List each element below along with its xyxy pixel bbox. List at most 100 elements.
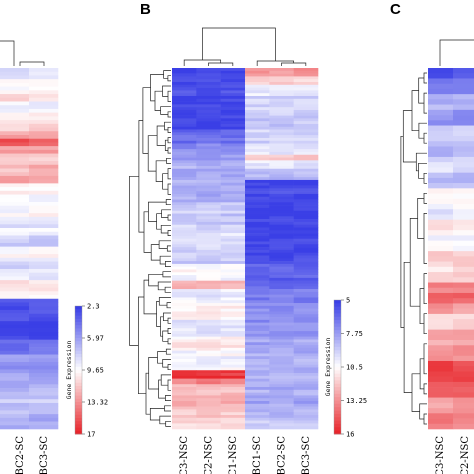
colorbar-segment	[334, 423, 341, 428]
panel-b-cell	[245, 294, 270, 298]
panel-c-cell	[428, 371, 454, 377]
panel-b-cell	[293, 79, 319, 83]
colorbar-segment	[334, 356, 341, 361]
panel-b-cell	[220, 319, 246, 323]
panel-b-cell	[269, 107, 294, 111]
panel-b-cell	[196, 392, 221, 396]
panel-a-column-dendrogram	[0, 40, 15, 66]
panel-b-cell	[269, 210, 294, 214]
panel-b-cell	[269, 140, 294, 144]
panel-b-cell	[220, 224, 246, 228]
colorbar-segment	[334, 313, 341, 318]
panel-b-cell	[293, 249, 319, 253]
panel-a-cell	[29, 384, 59, 389]
panel-b-cell	[172, 401, 197, 405]
panel-b-cell	[220, 151, 246, 156]
panel-c-row-dendrogram-branch	[417, 198, 424, 239]
panel-b-row-dendrogram-branch	[143, 211, 152, 253]
panel-b-cell	[269, 244, 294, 248]
panel-b-row-dendrogram-branch	[158, 240, 171, 249]
panel-b-cell	[172, 336, 197, 340]
panel-c-cell	[428, 366, 454, 372]
panel-a-cell	[0, 376, 30, 381]
panel-b-cell	[196, 123, 221, 128]
panel-a-cell	[29, 391, 59, 396]
panel-b-cell	[196, 415, 221, 419]
panel-a-cell	[29, 146, 59, 151]
panel-b-cell	[172, 406, 197, 410]
panel-b-cell	[245, 227, 270, 231]
panel-a-cell	[29, 362, 59, 367]
panel-b-cell	[220, 303, 246, 307]
panel-b-cell	[196, 347, 221, 351]
panel-c-cell	[453, 245, 474, 252]
panel-b-cell	[245, 328, 270, 332]
panel-c-row-dendrogram-leaf	[423, 132, 427, 144]
panel-b-cell	[172, 317, 197, 321]
panel-b-cell	[245, 255, 270, 259]
panel-b-cell	[245, 224, 270, 228]
panel-b-cell	[245, 373, 270, 377]
panel-c-cell	[428, 240, 454, 247]
panel-c-cell	[453, 308, 474, 315]
panel-b-cell	[245, 350, 270, 354]
panel-b-row-dendrogram-branch	[165, 395, 171, 401]
panel-a-cell	[0, 395, 30, 400]
panel-a-cell	[0, 332, 30, 337]
panel-b-cell	[293, 216, 319, 220]
panel-b-cell	[196, 401, 221, 405]
panel-c-cell	[428, 324, 454, 330]
panel-b-cell	[172, 255, 197, 259]
panel-b-cell	[220, 87, 246, 91]
panel-b-cell	[172, 73, 197, 77]
panel-b-cell	[293, 90, 319, 94]
panel-b-cell	[293, 112, 319, 116]
panel-a-cell	[29, 71, 59, 76]
panel-b-cell	[245, 149, 270, 153]
panel-b-cell	[196, 185, 221, 189]
colorbar-segment	[75, 370, 82, 374]
panel-b-cell	[293, 387, 319, 391]
panel-b-cell	[172, 384, 197, 388]
panel-b-cell	[220, 168, 246, 172]
panel-b-cell	[196, 367, 221, 371]
panel-a-cell	[0, 302, 30, 307]
panel-a-cell	[0, 373, 30, 378]
panel-a-cell	[29, 376, 59, 381]
panel-a-cell	[0, 201, 30, 206]
panel-b-cell	[220, 247, 246, 251]
panel-c-cell	[428, 188, 454, 194]
panel-a-cell	[29, 153, 59, 158]
colorbar-segment	[334, 343, 341, 348]
panel-b-cell	[196, 339, 221, 343]
colorbar-segment	[334, 397, 341, 401]
colorbar-segment	[75, 389, 82, 393]
colorbar-segment	[75, 360, 82, 364]
panel-b-cell	[293, 294, 319, 298]
panel-b-cell	[172, 266, 197, 270]
panel-b-cell	[293, 356, 319, 360]
panel-a-cell	[0, 354, 30, 359]
panel-b-cell	[196, 263, 221, 267]
panel-c-cell	[453, 329, 474, 336]
panel-b-cell	[196, 193, 221, 198]
panel-b-cell	[220, 305, 246, 309]
panel-b-cell	[245, 322, 270, 326]
panel-a-cell	[0, 328, 30, 333]
panel-b-cell	[196, 305, 221, 309]
panel-b-cell	[269, 275, 294, 279]
panel-c-cell	[453, 94, 474, 100]
panel-b-cell	[269, 300, 294, 304]
panel-b-cell	[196, 163, 221, 167]
panel-b-cell	[172, 258, 197, 262]
panel-b-cell	[293, 283, 319, 287]
panel-b-cell	[196, 115, 221, 119]
panel-c-cell	[453, 99, 474, 105]
panel-a-cell	[0, 79, 30, 84]
colorbar-segment	[334, 306, 341, 311]
panel-a-cell	[29, 138, 59, 143]
panel-a-cell	[29, 272, 59, 277]
panel-b-row-dendrogram-branch	[150, 74, 164, 102]
panel-a-cell	[0, 362, 30, 367]
panel-b-cell	[269, 420, 294, 424]
